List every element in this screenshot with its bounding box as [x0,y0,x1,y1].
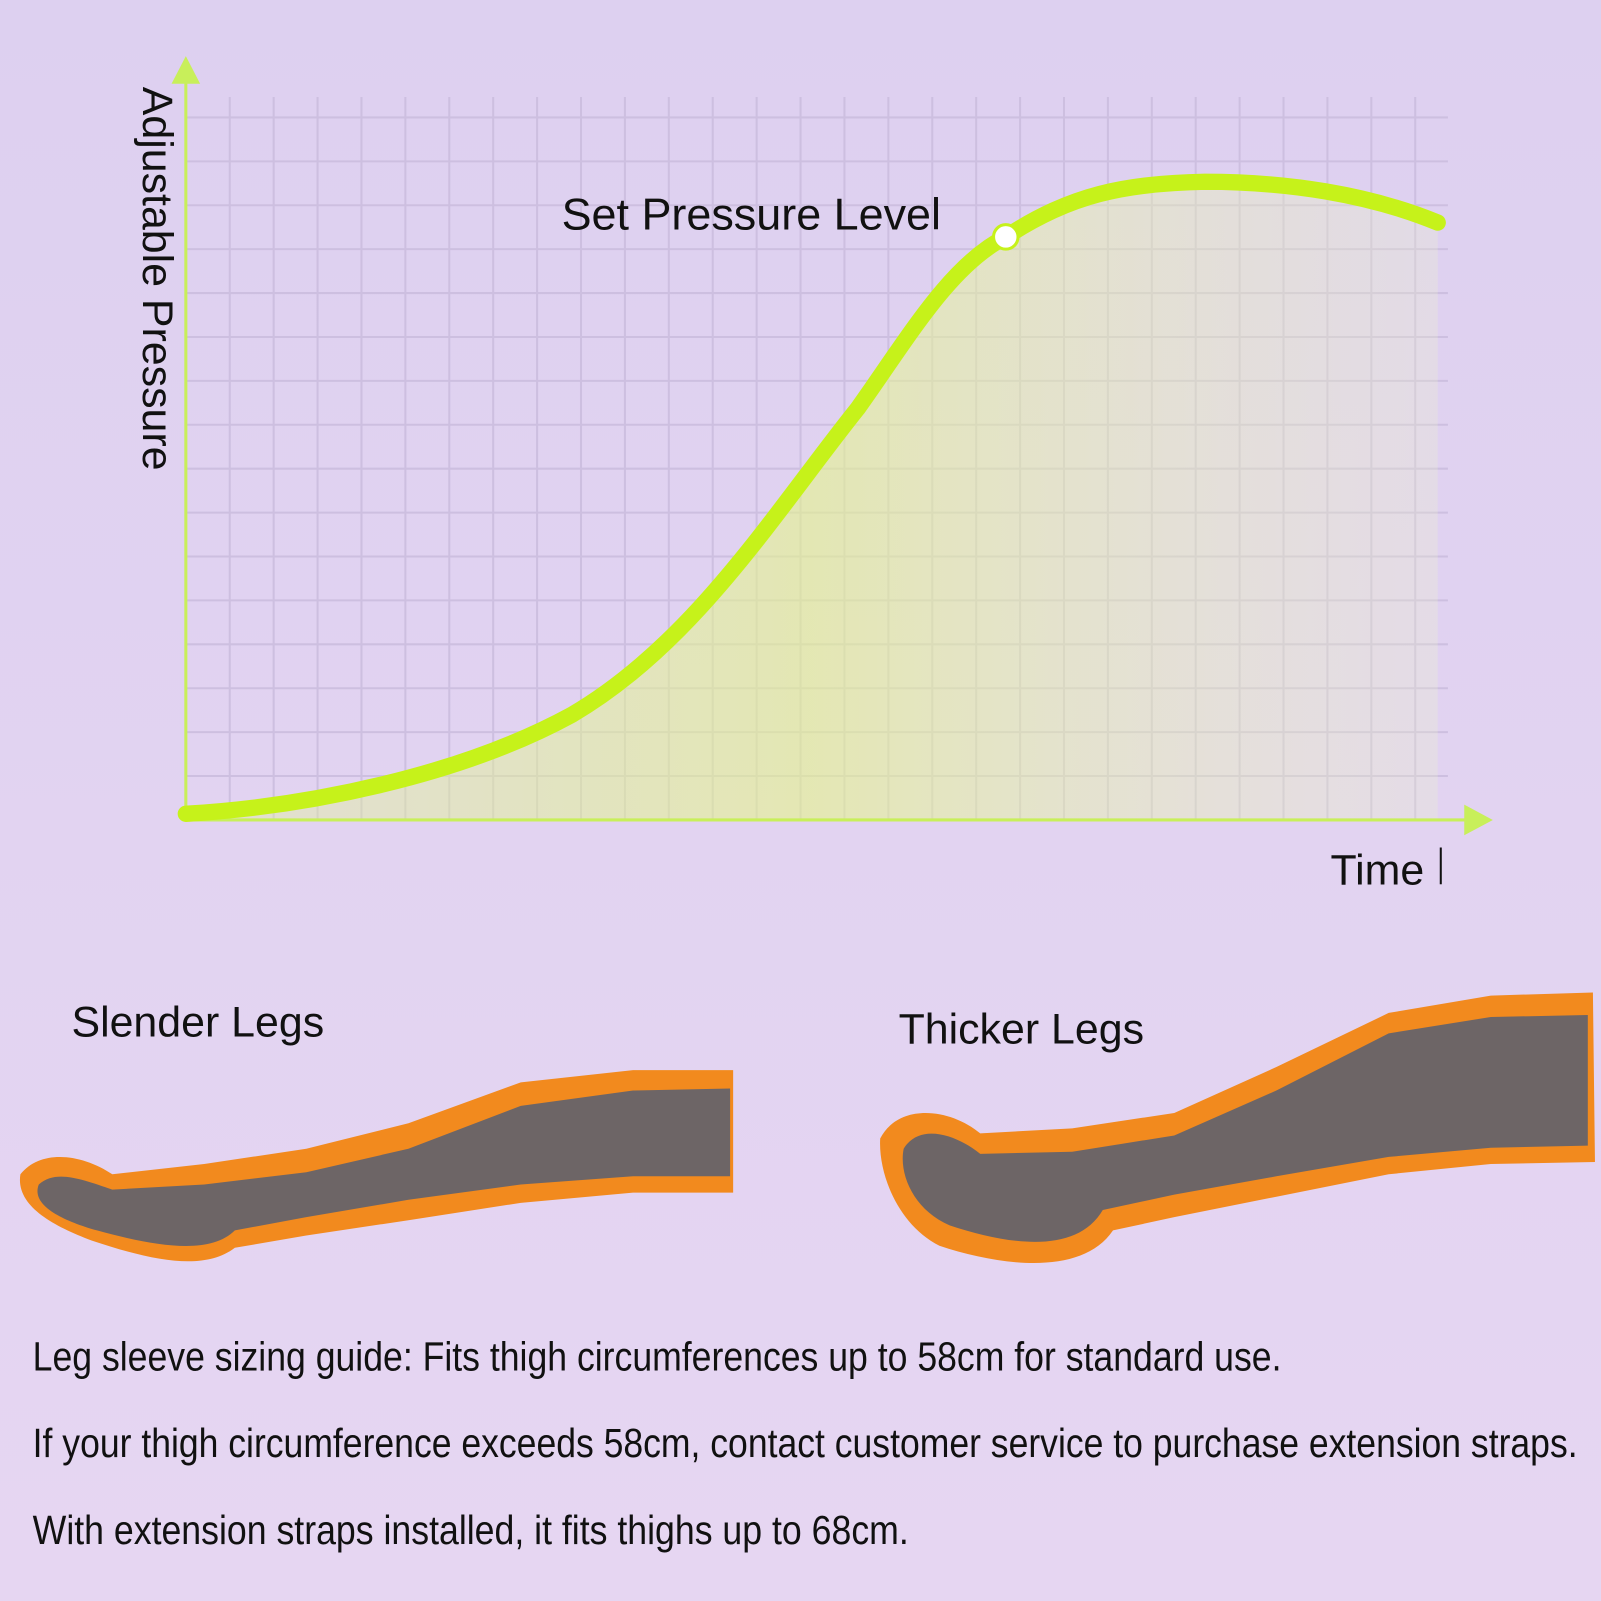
slender-label: Slender Legs [71,998,324,1046]
annotation: Set Pressure Level [562,189,941,240]
set-point [991,223,1020,251]
leg [37,1088,731,1246]
note: Leg sleeve sizing guide: Fits thigh circ… [33,1333,1282,1379]
y-axis-label: Adjustable Pressure [133,87,181,471]
x-arrow [1464,804,1493,836]
leg [902,1014,1588,1242]
content: Adjustable Pressure Set Pressure Level T… [19,56,1595,1553]
thicker-label: Thicker Legs [899,1006,1144,1054]
y-arrow [171,56,201,84]
slender-leg [19,1070,734,1262]
x-axis-label: Time [1330,846,1424,894]
note: If your thigh circumference exceeds 58cm… [33,1420,1578,1466]
thicker-leg [880,992,1595,1264]
note: With extension straps installed, it fits… [33,1507,909,1553]
curve-area [185,181,1438,820]
pressure-curve [177,173,1446,822]
